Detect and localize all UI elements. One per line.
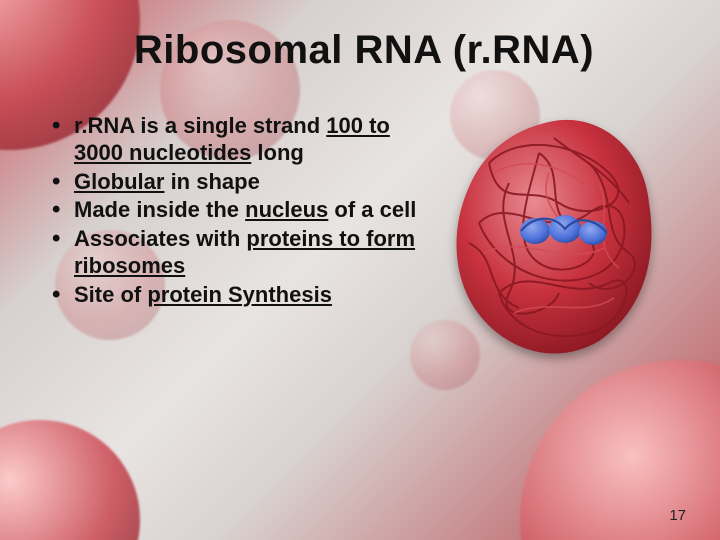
slide-title: Ribosomal RNA (r.RNA): [48, 28, 680, 73]
bullet-text-post: long: [251, 140, 304, 165]
bullet-item: Associates with proteins to form ribosom…: [48, 226, 418, 280]
bullet-list: r.RNA is a single strand 100 to 3000 nuc…: [48, 113, 418, 363]
bullet-item: r.RNA is a single strand 100 to 3000 nuc…: [48, 113, 418, 167]
page-number: 17: [669, 507, 686, 524]
bullet-text-pre: Site of: [74, 282, 147, 307]
slide: Ribosomal RNA (r.RNA) r.RNA is a single …: [0, 0, 720, 540]
bullet-text-pre: Made inside the: [74, 197, 245, 222]
bullet-item: Site of protein Synthesis: [48, 282, 418, 309]
bullet-item: Globular in shape: [48, 169, 418, 196]
bullet-text-post: in shape: [164, 169, 259, 194]
slide-content: r.RNA is a single strand 100 to 3000 nuc…: [48, 113, 680, 363]
bullet-text-underlined: nucleus: [245, 197, 328, 222]
bullet-text-pre: r.RNA is a single strand: [74, 113, 326, 138]
bullet-text-underlined: Globular: [74, 169, 164, 194]
bullet-text-underlined: protein Synthesis: [147, 282, 332, 307]
bullet-text-pre: Associates with: [74, 226, 246, 251]
figure-area: [428, 103, 680, 363]
bullet-text-post: of a cell: [328, 197, 416, 222]
ribosome-illustration: [439, 103, 669, 363]
bullet-item: Made inside the nucleus of a cell: [48, 197, 418, 224]
